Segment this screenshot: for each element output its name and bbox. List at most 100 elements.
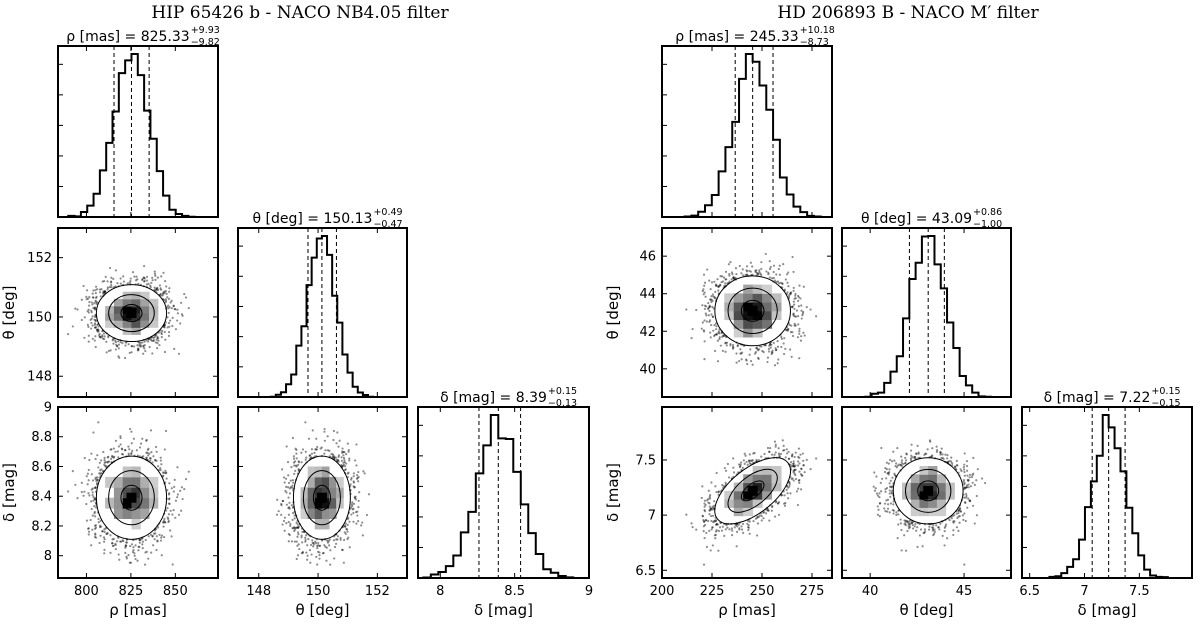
sample-point (138, 341, 141, 344)
sample-point (168, 306, 171, 309)
sample-point (145, 451, 148, 454)
sample-point (293, 460, 297, 463)
sample-point (346, 538, 349, 541)
sample-point (151, 339, 154, 342)
sample-point (783, 337, 786, 340)
sample-point (286, 460, 290, 464)
y-axis-label: δ [mag] (604, 463, 622, 522)
sample-point (962, 518, 965, 521)
x-tick-label: 825 (118, 584, 143, 599)
sample-point (291, 479, 294, 482)
sample-point (749, 261, 752, 264)
sample-point (778, 501, 781, 504)
sample-point (163, 350, 167, 354)
sample-point (963, 563, 966, 566)
sample-point (85, 289, 89, 292)
panel-frame (841, 406, 1012, 579)
sample-point (91, 514, 94, 517)
sample-point (957, 529, 960, 532)
sample-point (763, 511, 766, 514)
sample-point (703, 523, 707, 527)
sample-point (735, 530, 739, 533)
sample-point (793, 303, 796, 306)
sample-point (90, 544, 93, 547)
sample-point (317, 541, 320, 545)
sample-point (102, 540, 106, 543)
sample-point (289, 524, 292, 528)
sample-point (914, 522, 917, 526)
sample-point (169, 319, 172, 322)
sample-point (704, 519, 708, 522)
sample-point (776, 280, 780, 283)
sample-point (968, 473, 972, 476)
sample-point (130, 543, 134, 546)
sample-point (712, 506, 715, 510)
sample-point (971, 473, 974, 477)
sample-point (772, 264, 776, 267)
density-cell (928, 474, 938, 484)
sample-point (341, 451, 344, 454)
sample-point (768, 260, 771, 263)
x-tick-label: 800 (74, 584, 99, 599)
sample-point (964, 486, 967, 489)
sample-point (782, 263, 785, 266)
density-peak (126, 308, 137, 319)
sample-point (106, 460, 110, 463)
sample-point (355, 477, 359, 480)
sample-point (117, 347, 120, 350)
param-title-plus: +0.15 (548, 386, 577, 397)
density-cell (752, 466, 763, 475)
sample-point (745, 460, 748, 464)
sample-point (295, 465, 298, 468)
sample-point (968, 499, 972, 502)
sample-point (690, 522, 693, 525)
panel-frame (237, 406, 408, 579)
sample-point (794, 473, 797, 477)
sample-point (745, 273, 749, 276)
density-cell (122, 466, 132, 478)
sample-point (71, 470, 74, 473)
sample-point (158, 343, 161, 347)
sample-point (931, 447, 934, 450)
sample-point (295, 457, 298, 460)
sample-point (796, 336, 799, 339)
sample-point (932, 529, 935, 532)
sample-point (708, 495, 711, 498)
density-layer (685, 439, 818, 566)
sample-point (729, 344, 732, 347)
sample-point (710, 519, 713, 523)
sample-point (122, 540, 125, 543)
sample-point (793, 469, 796, 472)
sample-point (767, 350, 771, 353)
sample-point (87, 479, 90, 482)
sample-point (746, 362, 749, 366)
density-cell (113, 487, 124, 499)
density-cell (140, 291, 150, 300)
sample-point (135, 275, 138, 278)
sample-point (114, 339, 117, 342)
sample-point (164, 301, 167, 304)
sample-point (876, 505, 879, 508)
sample-point (342, 561, 345, 564)
sample-point (296, 554, 300, 557)
sample-point (145, 339, 148, 342)
sample-point (772, 276, 775, 280)
sample-point (734, 266, 738, 270)
sample-point (888, 471, 891, 474)
sample-point (709, 331, 712, 334)
sample-point (785, 328, 788, 331)
sample-point (162, 292, 165, 295)
sample-point (98, 524, 102, 527)
sample-point (721, 335, 724, 338)
sample-point (738, 359, 741, 363)
sample-point (87, 530, 91, 533)
sample-point (138, 343, 141, 346)
sample-point (154, 532, 157, 535)
sample-point (167, 331, 171, 334)
sample-point (789, 292, 792, 295)
sample-point (745, 269, 748, 272)
panel-frame (841, 227, 1012, 398)
sample-point (145, 456, 148, 459)
panel-frame (1021, 406, 1193, 579)
